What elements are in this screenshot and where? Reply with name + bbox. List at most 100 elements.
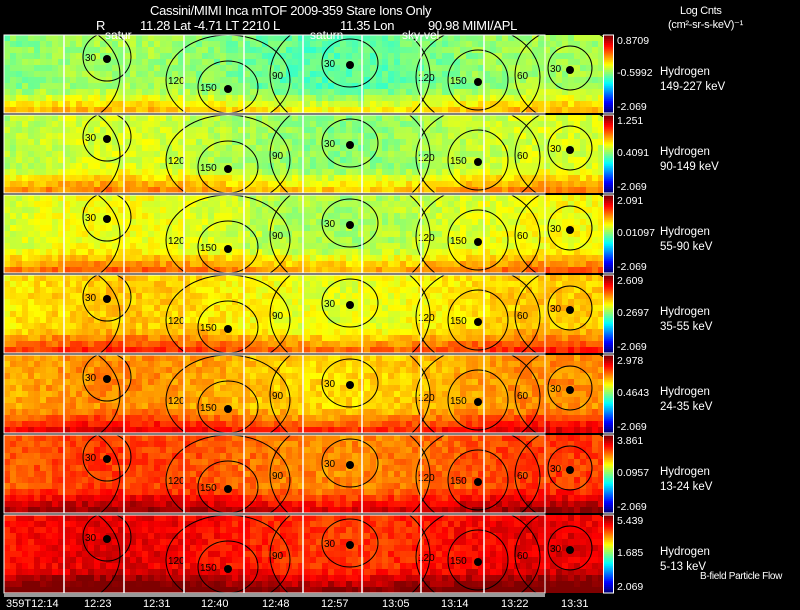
heatmap-cell xyxy=(142,127,148,133)
heatmap-cell xyxy=(118,121,124,127)
heatmap-cell xyxy=(118,201,124,207)
heatmap-cell xyxy=(304,243,310,249)
heatmap-cell xyxy=(136,231,142,237)
heatmap-cell xyxy=(484,157,490,163)
heatmap-cell xyxy=(400,195,406,201)
heatmap-cell xyxy=(562,53,568,59)
heatmap-cell xyxy=(10,275,16,281)
heatmap-cell xyxy=(70,175,76,181)
heatmap-cell xyxy=(136,101,142,107)
heatmap-cell xyxy=(220,101,226,107)
heatmap-cell xyxy=(562,317,568,323)
heatmap-cell xyxy=(22,47,28,53)
heatmap-cell xyxy=(52,237,58,243)
heatmap-cell xyxy=(472,115,478,121)
heatmap-cell xyxy=(190,181,196,187)
heatmap-cell xyxy=(112,187,118,193)
heatmap-cell xyxy=(460,35,466,41)
heatmap-cell xyxy=(64,115,70,121)
heatmap-cell xyxy=(214,255,220,261)
heatmap-cell xyxy=(388,287,394,293)
heatmap-cell xyxy=(472,231,478,237)
heatmap-cell xyxy=(562,127,568,133)
contour-label: 30 xyxy=(85,53,97,64)
heatmap-cell xyxy=(316,89,322,95)
heatmap-cell xyxy=(400,77,406,83)
heatmap-cell xyxy=(178,53,184,59)
heatmap-cell xyxy=(382,181,388,187)
heatmap-cell xyxy=(88,323,94,329)
heatmap-cell xyxy=(340,127,346,133)
heatmap-cell xyxy=(370,237,376,243)
heatmap-cell xyxy=(142,237,148,243)
heatmap-cell xyxy=(34,305,40,311)
heatmap-cell xyxy=(142,139,148,145)
heatmap-cell xyxy=(586,255,592,261)
heatmap-cell xyxy=(388,107,394,113)
heatmap-cell xyxy=(232,323,238,329)
heatmap-cell xyxy=(538,53,544,59)
heatmap-cell xyxy=(370,323,376,329)
heatmap-cell xyxy=(88,237,94,243)
heatmap-cell xyxy=(214,293,220,299)
heatmap-cell xyxy=(340,157,346,163)
heatmap-cell xyxy=(64,157,70,163)
heatmap-cell xyxy=(22,65,28,71)
heatmap-cell xyxy=(40,231,46,237)
heatmap-cell xyxy=(364,305,370,311)
heatmap-cell xyxy=(562,139,568,145)
heatmap-cell xyxy=(520,299,526,305)
heatmap-cell xyxy=(148,101,154,107)
heatmap-cell xyxy=(274,41,280,47)
heatmap-cell xyxy=(496,163,502,169)
heatmap-cell xyxy=(52,157,58,163)
heatmap-cell xyxy=(22,59,28,65)
heatmap-cell xyxy=(574,231,580,237)
heatmap-cell xyxy=(574,195,580,201)
heatmap-cell xyxy=(226,139,232,145)
heatmap-cell xyxy=(232,249,238,255)
heatmap-cell xyxy=(160,243,166,249)
heatmap-cell xyxy=(448,267,454,273)
heatmap-cell xyxy=(52,169,58,175)
heatmap-cell xyxy=(484,89,490,95)
heatmap-cell xyxy=(406,237,412,243)
heatmap-cell xyxy=(10,195,16,201)
heatmap-cell xyxy=(460,287,466,293)
heatmap-cell xyxy=(406,293,412,299)
heatmap-cell xyxy=(454,175,460,181)
heatmap-cell xyxy=(250,133,256,139)
heatmap-cell xyxy=(292,299,298,305)
heatmap-cell xyxy=(370,145,376,151)
heatmap-cell xyxy=(124,195,130,201)
heatmap-cell xyxy=(40,201,46,207)
heatmap-cell xyxy=(316,281,322,287)
heatmap-cell xyxy=(304,261,310,267)
heatmap-cell xyxy=(184,249,190,255)
heatmap-cell xyxy=(316,145,322,151)
heatmap-cell xyxy=(34,95,40,101)
heatmap-cell xyxy=(28,133,34,139)
heatmap-cell xyxy=(70,231,76,237)
heatmap-cell xyxy=(592,311,598,317)
heatmap-cell xyxy=(40,317,46,323)
heatmap-cell xyxy=(352,281,358,287)
heatmap-cell xyxy=(214,65,220,71)
heatmap-cell xyxy=(46,181,52,187)
heatmap-cell xyxy=(226,101,232,107)
heatmap-cell xyxy=(532,151,538,157)
heatmap-cell xyxy=(106,65,112,71)
heatmap-cell xyxy=(154,249,160,255)
heatmap-cell xyxy=(586,305,592,311)
heatmap-cell xyxy=(562,287,568,293)
heatmap-cell xyxy=(382,201,388,207)
heatmap-cell xyxy=(88,225,94,231)
heatmap-cell xyxy=(82,35,88,41)
heatmap-cell xyxy=(124,267,130,273)
heatmap-cell xyxy=(64,101,70,107)
heatmap-cell xyxy=(502,47,508,53)
heatmap-cell xyxy=(142,101,148,107)
heatmap-cell xyxy=(364,311,370,317)
heatmap-cell xyxy=(238,47,244,53)
heatmap-cell xyxy=(430,65,436,71)
